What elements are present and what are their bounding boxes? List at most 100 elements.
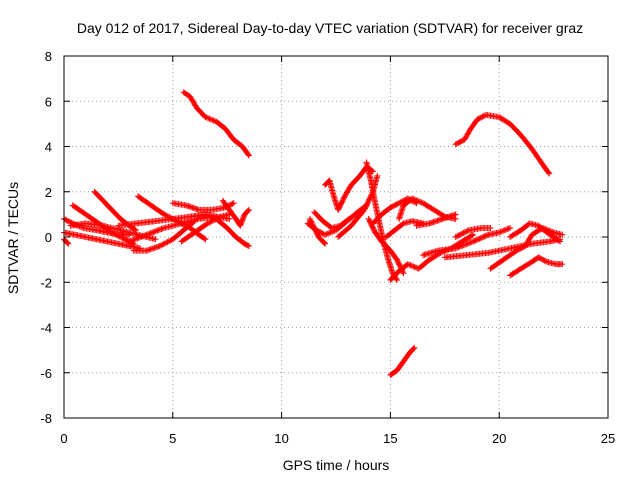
data-point	[323, 231, 330, 238]
data-point	[156, 243, 163, 250]
data-point	[152, 236, 159, 243]
series-arc-31	[487, 224, 566, 272]
data-point	[557, 238, 564, 245]
data-point	[464, 240, 471, 247]
data-point	[230, 200, 237, 207]
data-point	[145, 231, 152, 238]
data-point	[322, 231, 329, 238]
data-point	[205, 219, 212, 226]
data-point	[346, 184, 353, 191]
data-point	[307, 217, 314, 224]
series-arc-27	[387, 231, 477, 283]
data-point	[244, 242, 251, 249]
data-point	[322, 240, 329, 247]
data-point	[476, 235, 483, 242]
data-point	[471, 237, 478, 244]
data-point	[411, 344, 418, 351]
y-tick-label: -4	[40, 321, 52, 336]
data-point	[187, 94, 194, 101]
x-tick-label: 5	[169, 431, 176, 446]
data-point	[138, 233, 145, 240]
data-point	[142, 232, 149, 239]
data-point	[115, 232, 122, 239]
data-point	[473, 236, 480, 243]
x-axis-ticks: 0 5 10 15 20 25	[60, 56, 615, 446]
data-point	[210, 117, 217, 124]
data-point	[188, 96, 195, 103]
data-point	[206, 115, 213, 122]
data-point	[500, 227, 507, 234]
data-point	[361, 205, 368, 212]
data-point	[410, 345, 417, 352]
data-point	[327, 229, 334, 236]
data-point	[413, 197, 420, 204]
data-point	[400, 270, 407, 277]
data-point	[411, 196, 418, 203]
data-point	[202, 114, 209, 121]
data-point	[147, 230, 154, 237]
data-point	[481, 233, 488, 240]
data-point	[155, 227, 162, 234]
data-points	[61, 89, 566, 379]
data-point	[455, 244, 462, 251]
data-point	[131, 236, 138, 243]
data-point	[309, 222, 316, 229]
series-arc-30	[452, 224, 494, 240]
data-point	[464, 227, 471, 234]
data-point	[141, 232, 148, 239]
data-point	[410, 196, 417, 203]
data-point	[308, 218, 315, 225]
data-point	[132, 227, 139, 234]
data-point	[465, 129, 472, 136]
data-point	[462, 135, 469, 142]
data-point	[119, 234, 126, 241]
data-point	[116, 233, 123, 240]
data-point	[465, 130, 472, 137]
data-point	[139, 233, 146, 240]
data-point	[366, 196, 373, 203]
data-point	[507, 224, 514, 231]
y-tick-label: -8	[40, 411, 52, 426]
data-point	[477, 235, 484, 242]
data-point	[455, 232, 462, 239]
data-point	[207, 219, 214, 226]
data-point	[505, 225, 512, 232]
data-point	[309, 221, 316, 228]
data-point	[484, 232, 491, 239]
data-point	[164, 238, 171, 245]
data-point	[454, 244, 461, 251]
data-point	[311, 226, 318, 233]
data-point	[205, 115, 212, 122]
data-point	[406, 261, 413, 268]
series-arc-14	[219, 197, 252, 229]
data-point	[187, 93, 194, 100]
data-point	[191, 101, 198, 108]
data-point	[344, 188, 351, 195]
data-point	[65, 240, 72, 247]
series-arc-35	[387, 344, 418, 379]
data-point	[468, 239, 475, 246]
data-point	[453, 233, 460, 240]
data-point	[245, 152, 252, 159]
data-point	[79, 224, 86, 231]
data-point	[245, 243, 252, 250]
data-point	[161, 240, 168, 247]
data-point	[470, 231, 477, 238]
data-point	[497, 228, 504, 235]
data-point	[326, 230, 333, 237]
data-point	[456, 231, 463, 238]
data-point	[308, 219, 315, 226]
series-arc-15	[180, 89, 252, 159]
y-axis-label: SDTVAR / TECUs	[5, 182, 21, 294]
data-point	[136, 234, 143, 241]
data-point	[321, 240, 328, 247]
data-point	[229, 200, 236, 207]
data-point	[466, 240, 473, 247]
data-point	[525, 236, 532, 243]
data-point	[132, 235, 139, 242]
data-point	[463, 228, 470, 235]
data-point	[472, 237, 479, 244]
data-point	[415, 198, 422, 205]
data-point	[470, 238, 477, 245]
data-point	[408, 262, 415, 269]
